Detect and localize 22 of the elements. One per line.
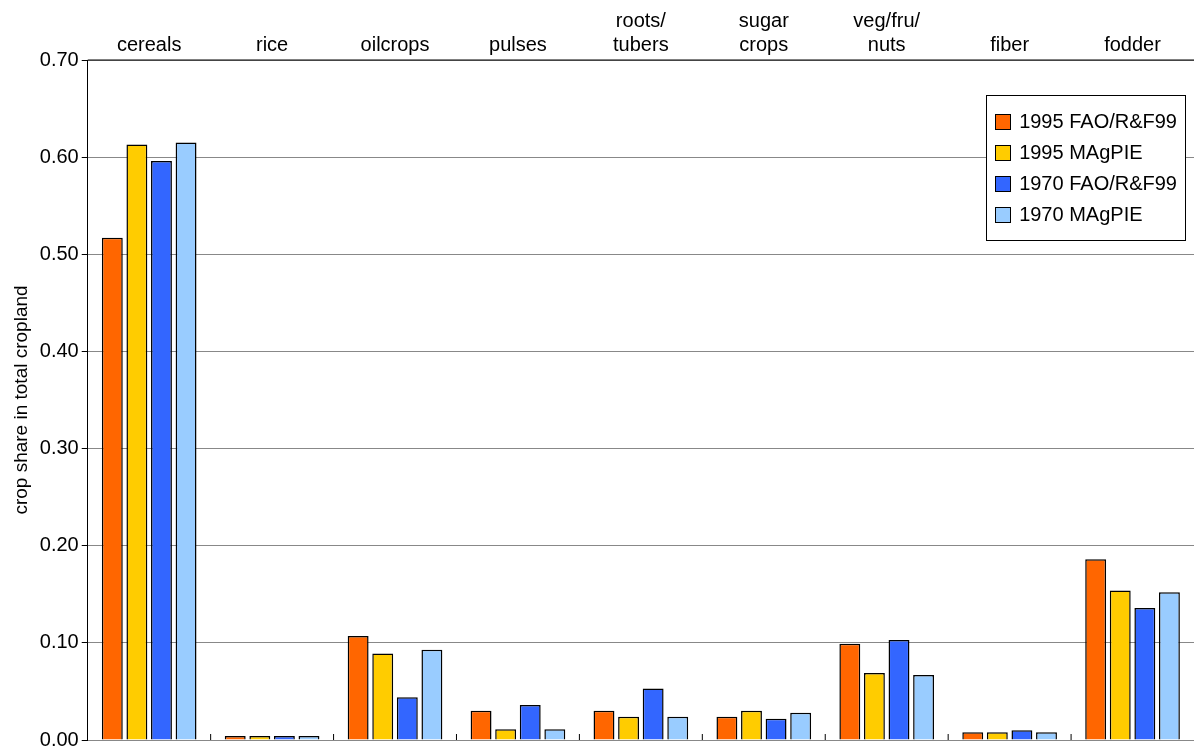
- x-tick-label: fodder: [1104, 32, 1162, 55]
- legend-label: 1995 FAO/R&F99: [1019, 110, 1177, 133]
- x-tick-label: fiber: [990, 32, 1030, 55]
- legend-label: 1970 MAgPIE: [1019, 203, 1143, 226]
- x-tick-label: veg/fru/ nuts: [853, 8, 921, 55]
- x-tick-label: rice: [255, 32, 289, 55]
- legend-label: 1995 MAgPIE: [1019, 141, 1143, 164]
- y-tick-label: 0.50: [39, 241, 79, 264]
- y-tick-label: 0.10: [39, 630, 79, 653]
- x-tick-label: cereals: [116, 32, 182, 55]
- y-tick-label: 0.20: [39, 533, 79, 556]
- y-tick-label: 0.60: [39, 144, 79, 167]
- x-tick-label: sugar crops: [738, 8, 790, 55]
- y-axis-title: crop share in total cropland: [9, 285, 31, 515]
- x-tick-label: oilcrops: [360, 32, 430, 55]
- y-tick-label: 0.00: [39, 727, 79, 750]
- y-tick-label: 0.30: [39, 436, 79, 459]
- y-tick-label: 0.40: [39, 338, 79, 361]
- y-tick-label: 0.70: [39, 47, 79, 70]
- x-tick-label: pulses: [489, 32, 547, 55]
- x-tick-label: roots/ tubers: [613, 8, 669, 55]
- legend-label: 1970 FAO/R&F99: [1019, 172, 1177, 195]
